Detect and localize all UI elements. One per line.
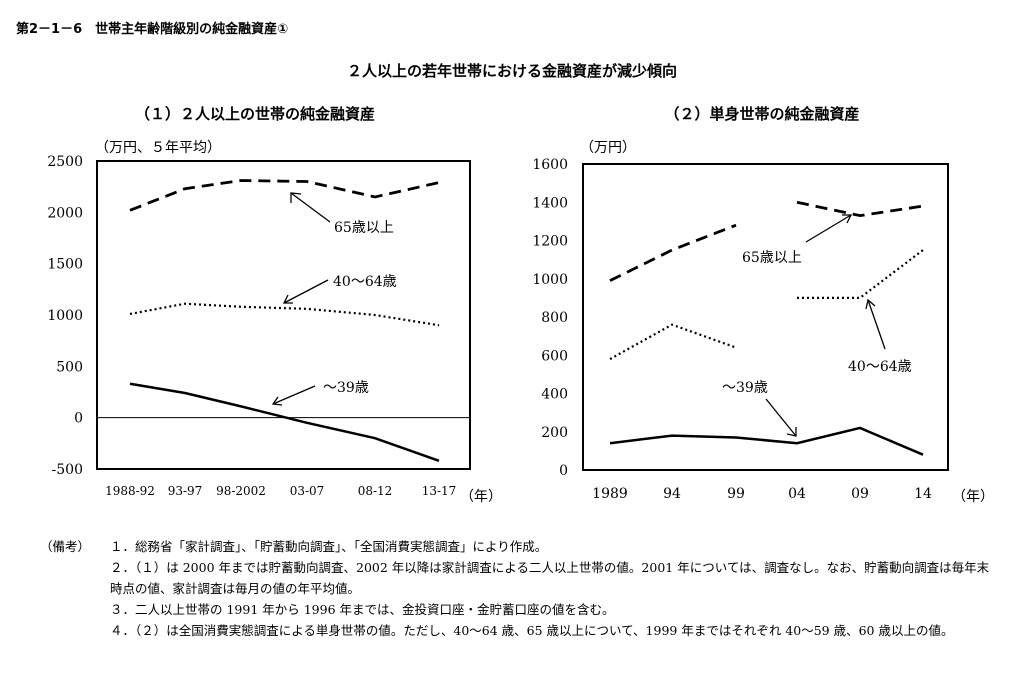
chart-1-series-line xyxy=(129,179,440,212)
chart-1-ytick-label: 500 xyxy=(56,359,83,375)
chart-2-series-line xyxy=(609,323,737,361)
chart-1-xlabel: （年） xyxy=(460,489,502,505)
chart-2-xtick-label: 1989 xyxy=(592,486,628,502)
note-item: ４．（２）は全国消費実態調査による単身世帯の値。ただし、40～64 歳、65 歳… xyxy=(110,623,954,638)
notes: （備考） １．総務省「家計調査」、「貯蓄動向調査」、「全国消費実態調査」により作… xyxy=(40,536,1000,641)
chart-1-arrow-39 xyxy=(272,385,316,405)
main-title: ２人以上の若年世帯における金融資産が減少傾向 xyxy=(346,62,677,80)
chart-1-label-40-64: 40～64歳 xyxy=(333,274,397,290)
notes-row-1: （備考） １．総務省「家計調査」、「貯蓄動向調査」、「全国消費実態調査」により作… xyxy=(40,536,1000,557)
chart-2-ytick-label: 1600 xyxy=(532,157,568,173)
chart-2-xtick-label: 04 xyxy=(788,486,806,502)
chart-2-ytick-label: 400 xyxy=(541,387,568,403)
chart-2-series-line xyxy=(609,223,737,282)
chart-2-ytick-label: 600 xyxy=(541,348,568,364)
chart-1: （１）２人以上の世帯の純金融資産 （万円、５年平均） 2500 2000 1500 1… xyxy=(47,105,502,505)
chart-1-arrow-65 xyxy=(290,192,331,223)
chart-2-arrow-39 xyxy=(765,398,797,437)
chart-2-label-39: ～39歳 xyxy=(722,380,768,396)
chart-1-arrowhead-39 xyxy=(271,396,283,406)
chart-1-xtick-label: 98-2002 xyxy=(216,484,266,498)
note-item: ３．二人以上世帯の 1991 年から 1996 年までは、金投資口座・金貯蓄口座… xyxy=(110,602,615,617)
chart-1-ytick-label: 0 xyxy=(74,411,83,427)
chart-1-arrowhead-40-64 xyxy=(282,294,293,304)
charts-svg: （１）２人以上の世帯の純金融資産 （万円、５年平均） 2500200015001… xyxy=(47,105,994,505)
chart-1-xtick-label: 93-97 xyxy=(168,484,203,498)
chart-2-arrowhead-40-64 xyxy=(865,298,876,310)
chart-2-ytick-label: 200 xyxy=(541,425,568,441)
chart-2-arrowhead-39 xyxy=(786,427,797,437)
chart-2-ytick-label: 800 xyxy=(541,310,568,326)
chart-1-ytick-label: 1500 xyxy=(47,257,83,273)
chart-2-plot-frame xyxy=(582,163,949,471)
chart-2-ytick-label: 1200 xyxy=(532,234,568,250)
chart-1-arrow-40-64 xyxy=(283,279,329,304)
chart-2-xtick-label: 14 xyxy=(914,486,932,502)
chart-1-unit-label: （万円、５年平均） xyxy=(95,140,221,156)
chart-1-xtick-label: 03-07 xyxy=(290,484,325,498)
chart-1-ytick-label: -500 xyxy=(52,462,83,478)
chart-2-arrowhead-65 xyxy=(842,214,853,224)
chart-1-ytick-label: 1000 xyxy=(47,308,83,324)
chart-2-xtick-label: 99 xyxy=(727,486,745,502)
chart-2-ytick-label: 1000 xyxy=(532,272,568,288)
chart-1-plot-frame xyxy=(96,160,471,470)
chart-2: （２）単身世帯の純金融資産 （万円） 1600 1400 1200 1000 800 60… xyxy=(532,105,994,505)
chart-2-series-line xyxy=(609,426,924,456)
chart-1-ytick-label: 2000 xyxy=(47,205,83,221)
chart-2-label-40-64: 40～64歳 xyxy=(848,359,912,375)
notes-label: （備考） xyxy=(40,539,91,554)
chart-2-label-65: 65歳以上 xyxy=(742,250,802,266)
chart-2-xlabel: （年） xyxy=(952,489,994,505)
chart-2-series-line xyxy=(797,249,924,299)
chart-2-title: （２）単身世帯の純金融資産 xyxy=(664,105,859,123)
chart-1-series-line xyxy=(129,382,440,462)
chart-1-series-line xyxy=(129,302,440,327)
chart-1-label-65: 65歳以上 xyxy=(334,220,394,236)
note-item: １．総務省「家計調査」、「貯蓄動向調査」、「全国消費実態調査」により作成。 xyxy=(110,539,548,554)
chart-2-arrow-40-64 xyxy=(867,299,886,350)
chart-1-arrowhead-65 xyxy=(290,192,302,203)
chart-1-xtick-label: 08-12 xyxy=(358,484,393,498)
note-item: ２．（１）は 2000 年までは貯蓄動向調査、2002 年以降は家計調査による二… xyxy=(110,560,990,596)
chart-1-title: （１）２人以上の世帯の純金融資産 xyxy=(135,105,375,123)
chart-2-series-line xyxy=(796,200,924,218)
chart-1-ytick-label: 2500 xyxy=(47,154,83,170)
chart-2-unit-label: （万円） xyxy=(580,140,636,156)
chart-2-xtick-label: 09 xyxy=(851,486,869,502)
chart-2-arrow-65 xyxy=(805,214,852,243)
chart-1-xtick-label: 13-17 xyxy=(422,484,457,498)
figure-label: 第2－1－6 世帯主年齢階級別の純金融資産① xyxy=(16,22,289,37)
chart-2-ytick-label: 1400 xyxy=(532,195,568,211)
chart-2-xtick-label: 94 xyxy=(663,486,681,502)
chart-1-xtick-label: 1988-92 xyxy=(105,484,155,498)
chart-2-ytick-label: 0 xyxy=(559,463,568,479)
chart-1-label-39: ～39歳 xyxy=(323,380,369,396)
